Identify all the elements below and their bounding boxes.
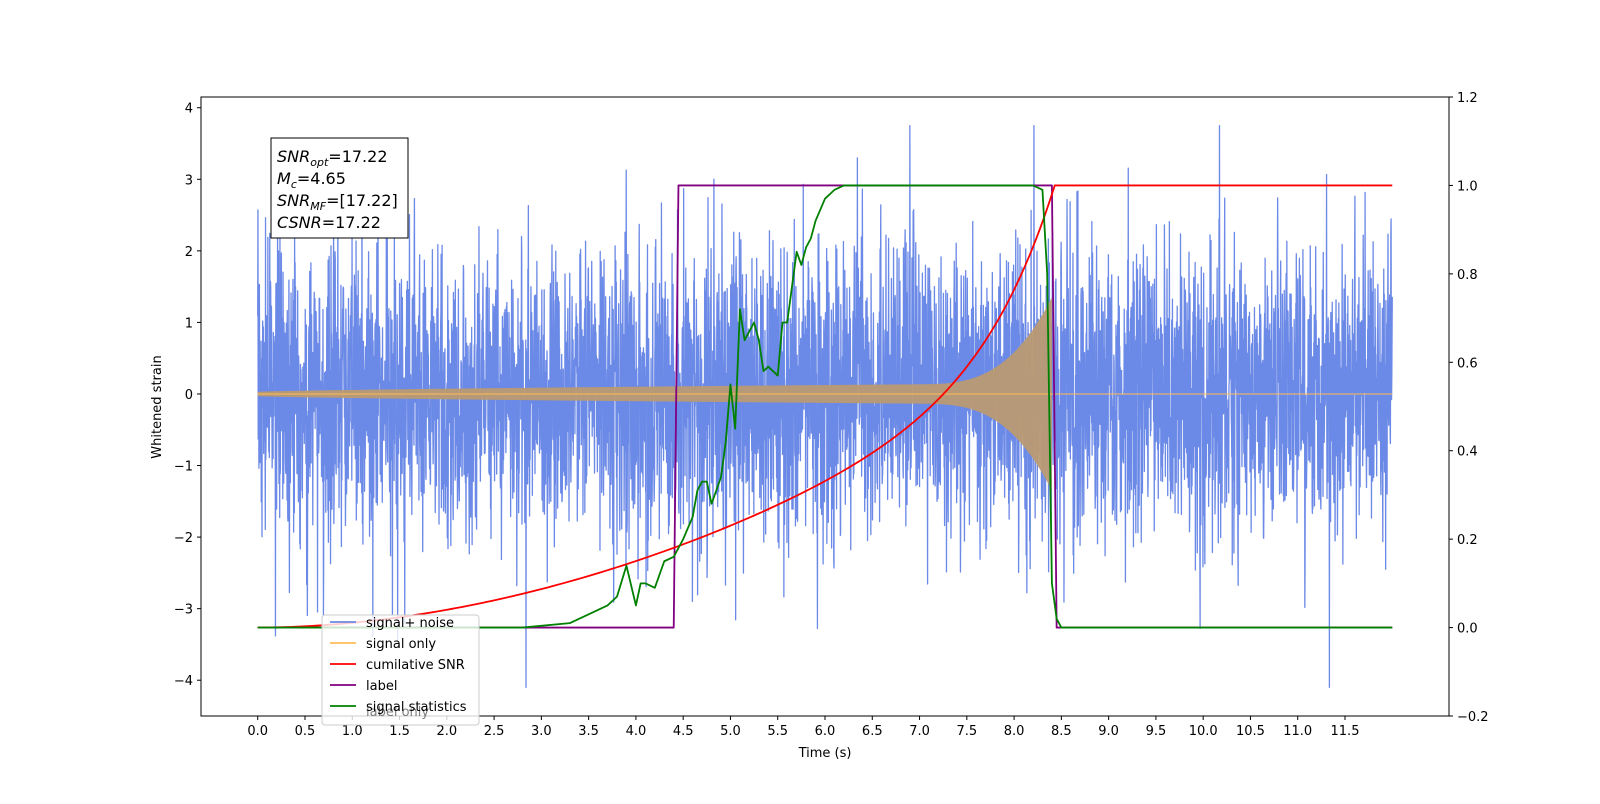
y-tick-label: −1: [174, 460, 193, 475]
x-tick-label: 10.5: [1236, 724, 1265, 739]
y-tick-label: 2: [185, 245, 193, 260]
x-tick-label: 2.0: [436, 724, 457, 739]
legend-label: cumilative SNR: [366, 658, 465, 673]
x-tick-label: 11.5: [1331, 724, 1360, 739]
x-tick-label: 2.5: [484, 724, 505, 739]
y-tick-label: −3: [174, 603, 193, 618]
x-axis: 0.0 0.5 1.0 1.5 2.0 2.5 3.0 3.5 4.0 4.5 5.0 5.5 6.0 6…: [247, 716, 1359, 739]
noise-series: [257, 124, 1393, 689]
annotation-line: SNRopt=17.22: [277, 147, 388, 169]
annotation-box: SNRopt=17.22Mc=4.65SNRMF=[17.22]CSNR=17.…: [270, 137, 409, 239]
y-axis-label: Whitened strain: [150, 355, 165, 458]
x-tick-label: 9.5: [1146, 724, 1167, 739]
x-tick-label: 5.5: [767, 724, 788, 739]
signal-series: [257, 297, 1393, 491]
x-tick-label: 3.0: [531, 724, 552, 739]
x-tick-label: 7.0: [909, 724, 930, 739]
x-tick-label: 3.5: [578, 724, 599, 739]
annotation-frame: [270, 137, 409, 239]
x-tick-label: 10.0: [1189, 724, 1218, 739]
legend-label: signal+ noise: [366, 616, 454, 631]
x-tick-label: 4.5: [673, 724, 694, 739]
x-tick-label: 0.0: [247, 724, 268, 739]
legend-label: label: [366, 679, 397, 694]
legend-frame: [321, 614, 480, 726]
signal-plus-noise-line: [257, 124, 1393, 689]
x-tick-label: 5.0: [720, 724, 741, 739]
annotation-line: Mc=4.65: [277, 169, 346, 191]
legend-label: signal only: [366, 637, 436, 652]
y-tick-label: −4: [174, 674, 193, 689]
x-tick-label: 11.0: [1283, 724, 1312, 739]
x-tick-label: 6.0: [815, 724, 836, 739]
y-axis-right: 1.2 1.0 0.8 0.6 0.4 0.2 0.0 −0.2: [1449, 91, 1489, 725]
y2-tick-label: 0.0: [1457, 622, 1478, 637]
legend: signal+ noise signal only cumilative SNR la…: [321, 614, 480, 726]
legend-label: label only: [366, 705, 429, 720]
y-axis-left: 4 3 2 1 0 −1 −2 −3 −4: [174, 102, 201, 689]
x-tick-label: 8.0: [1004, 724, 1025, 739]
annotation-line: SNRMF=[17.22]: [277, 191, 398, 213]
legend-label: signal statistics: [366, 700, 467, 715]
y2-tick-label: 1.2: [1457, 91, 1478, 106]
y2-tick-label: −0.2: [1457, 710, 1489, 725]
y2-tick-label: 0.8: [1457, 268, 1478, 283]
x-tick-label: 8.5: [1051, 724, 1072, 739]
y2-tick-label: 0.2: [1457, 533, 1478, 548]
y-tick-label: 1: [185, 316, 193, 331]
x-tick-label: 6.5: [862, 724, 883, 739]
x-tick-label: 7.5: [956, 724, 977, 739]
x-tick-label: 1.5: [389, 724, 410, 739]
y-tick-label: 0: [185, 388, 193, 403]
x-tick-label: 1.0: [342, 724, 363, 739]
x-tick-label: 4.0: [626, 724, 647, 739]
x-tick-label: 9.0: [1098, 724, 1119, 739]
y2-tick-label: 0.6: [1457, 356, 1478, 371]
y-tick-label: 4: [185, 102, 193, 117]
y-tick-label: 3: [185, 173, 193, 188]
signal-statistics-line: [257, 184, 1393, 629]
y-tick-label: −2: [174, 531, 193, 546]
y2-tick-label: 0.4: [1457, 445, 1478, 460]
y2-tick-label: 1.0: [1457, 179, 1478, 194]
annotation-line: CSNR=17.22: [277, 213, 381, 232]
x-tick-label: 0.5: [295, 724, 316, 739]
x-axis-label: Time (s): [798, 746, 852, 761]
